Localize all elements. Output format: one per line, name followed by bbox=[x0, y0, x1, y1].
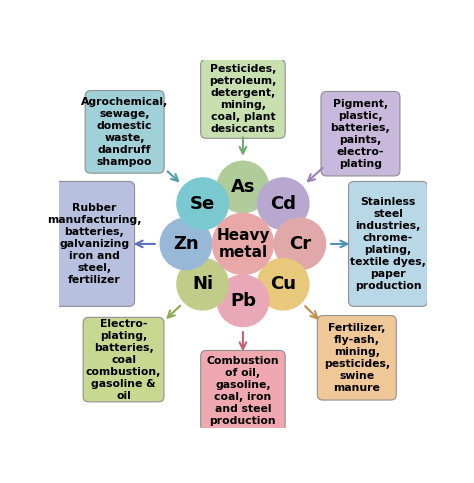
Text: Cd: Cd bbox=[270, 195, 296, 213]
Circle shape bbox=[176, 258, 229, 311]
Text: Rubber
manufacturing,
batteries,
galvanizing
iron and
steel,
fertilizer: Rubber manufacturing, batteries, galvani… bbox=[47, 203, 141, 285]
Circle shape bbox=[217, 160, 269, 213]
Circle shape bbox=[212, 213, 274, 275]
Text: Pigment,
plastic,
batteries,
paints,
electro-
plating: Pigment, plastic, batteries, paints, ele… bbox=[330, 99, 391, 169]
Circle shape bbox=[176, 177, 229, 230]
Text: Cu: Cu bbox=[270, 275, 296, 293]
FancyBboxPatch shape bbox=[348, 182, 428, 306]
Text: Heavy
metal: Heavy metal bbox=[216, 227, 270, 260]
FancyBboxPatch shape bbox=[201, 59, 285, 138]
Text: Fertilizer,
fly-ash,
mining,
pesticides,
swine
manure: Fertilizer, fly-ash, mining, pesticides,… bbox=[324, 323, 390, 393]
Circle shape bbox=[257, 258, 310, 311]
Text: Zn: Zn bbox=[173, 235, 199, 253]
FancyBboxPatch shape bbox=[317, 315, 396, 400]
Circle shape bbox=[273, 217, 326, 270]
Text: Cr: Cr bbox=[289, 235, 311, 253]
FancyBboxPatch shape bbox=[54, 182, 135, 306]
Text: Stainless
steel
industries,
chrome-
plating,
textile dyes,
paper
production: Stainless steel industries, chrome- plat… bbox=[350, 197, 426, 291]
FancyBboxPatch shape bbox=[321, 91, 400, 176]
Text: Se: Se bbox=[190, 195, 215, 213]
Text: Combustion
of oil,
gasoline,
coal, iron
and steel
production: Combustion of oil, gasoline, coal, iron … bbox=[207, 356, 279, 426]
Circle shape bbox=[160, 217, 212, 270]
FancyBboxPatch shape bbox=[201, 351, 285, 431]
Circle shape bbox=[217, 274, 269, 327]
Text: Pesticides,
petroleum,
detergent,
mining,
coal, plant
desiccants: Pesticides, petroleum, detergent, mining… bbox=[209, 64, 277, 134]
Text: Electro-
plating,
batteries,
coal
combustion,
gasoline &
oil: Electro- plating, batteries, coal combus… bbox=[86, 319, 161, 400]
Text: Pb: Pb bbox=[230, 292, 256, 310]
FancyBboxPatch shape bbox=[83, 317, 164, 402]
FancyBboxPatch shape bbox=[85, 90, 164, 173]
Text: Agrochemical,
sewage,
domestic
waste,
dandruff
shampoo: Agrochemical, sewage, domestic waste, da… bbox=[81, 97, 168, 167]
Text: As: As bbox=[231, 178, 255, 196]
Circle shape bbox=[257, 177, 310, 230]
Text: Ni: Ni bbox=[192, 275, 213, 293]
